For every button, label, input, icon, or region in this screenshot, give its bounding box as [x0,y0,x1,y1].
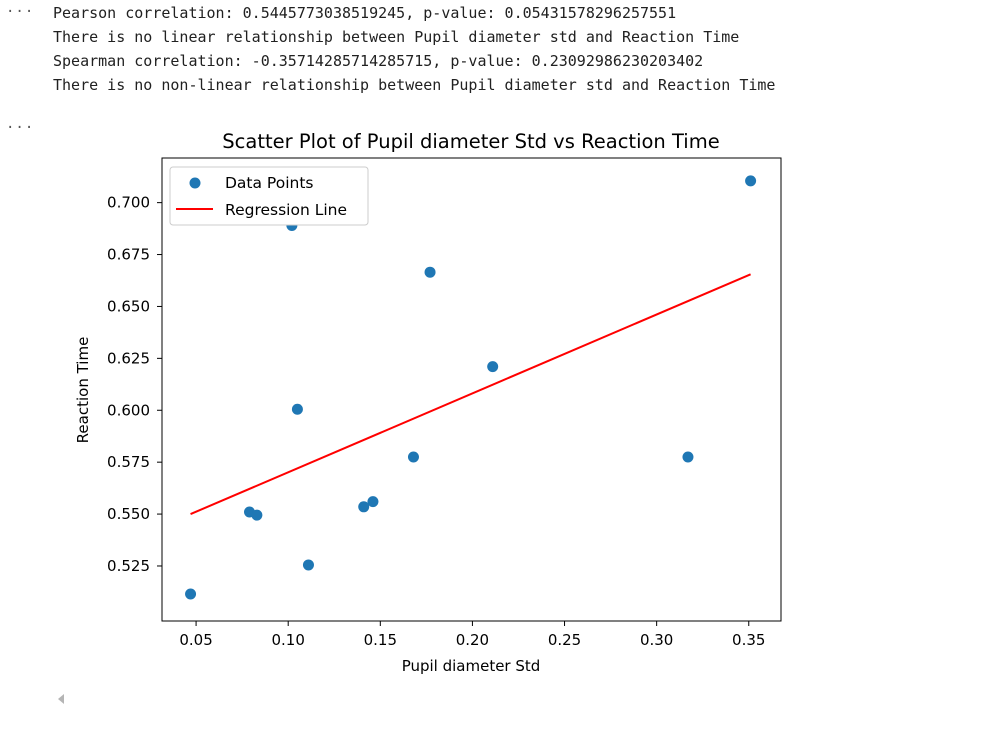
data-point [745,175,757,187]
regression-line [190,273,751,515]
points-layer [185,175,757,600]
legend: Data Points Regression Line [169,166,369,226]
x-tick-label: 0.05 [179,631,212,649]
plot-area [161,157,782,622]
x-tick-label: 0.30 [640,631,673,649]
pearson-result-line: Pearson correlation: 0.5445773038519245,… [53,4,677,22]
data-point [487,361,499,373]
x-tick-label: 0.25 [548,631,581,649]
legend-label-data-points: Data Points [225,174,314,192]
y-tick-label: 0.650 [107,297,150,315]
y-axis: 0.525 0.550 0.575 0.600 0.625 0.650 0.675 0.700 [107,194,162,575]
data-point [291,403,303,415]
y-tick-label: 0.525 [107,557,150,575]
data-point [424,266,436,278]
x-axis-label: Pupil diameter Std [402,657,541,675]
plot-frame [161,157,782,622]
chart-title: Scatter Plot of Pupil diameter Std vs Re… [222,130,719,153]
plot-cell-ellipsis[interactable]: ... [6,116,35,132]
x-tick-label: 0.15 [364,631,397,649]
legend-box [169,166,369,226]
data-point [302,559,314,571]
data-point [251,509,263,521]
legend-label-regression-line: Regression Line [225,201,347,219]
data-point [682,451,694,463]
x-axis: 0.05 0.10 0.15 0.20 0.25 0.30 0.35 [179,621,765,649]
data-point [185,588,197,600]
x-tick-label: 0.35 [732,631,765,649]
y-tick-label: 0.600 [107,401,150,419]
x-tick-label: 0.20 [456,631,489,649]
regression-layer [190,273,751,515]
legend-marker-data-points [189,177,201,189]
data-point [407,451,419,463]
scroll-left-arrow-icon[interactable] [58,694,64,704]
data-point [367,496,379,508]
y-tick-label: 0.625 [107,349,150,367]
y-axis-label: Reaction Time [74,337,92,444]
y-tick-label: 0.675 [107,246,150,264]
linear-conclusion-line: There is no linear relationship between … [53,28,740,46]
scatter-chart: Scatter Plot of Pupil diameter Std vs Re… [74,130,782,675]
y-tick-label: 0.550 [107,505,150,523]
text-output: Pearson correlation: 0.5445773038519245,… [53,1,775,97]
y-tick-label: 0.700 [107,194,150,212]
output-cell-ellipsis[interactable]: ... [6,0,35,16]
data-point [358,501,370,513]
x-tick-label: 0.10 [271,631,304,649]
y-tick-label: 0.575 [107,453,150,471]
spearman-result-line: Spearman correlation: -0.357142857142857… [53,52,704,70]
nonlinear-conclusion-line: There is no non-linear relationship betw… [53,76,776,94]
